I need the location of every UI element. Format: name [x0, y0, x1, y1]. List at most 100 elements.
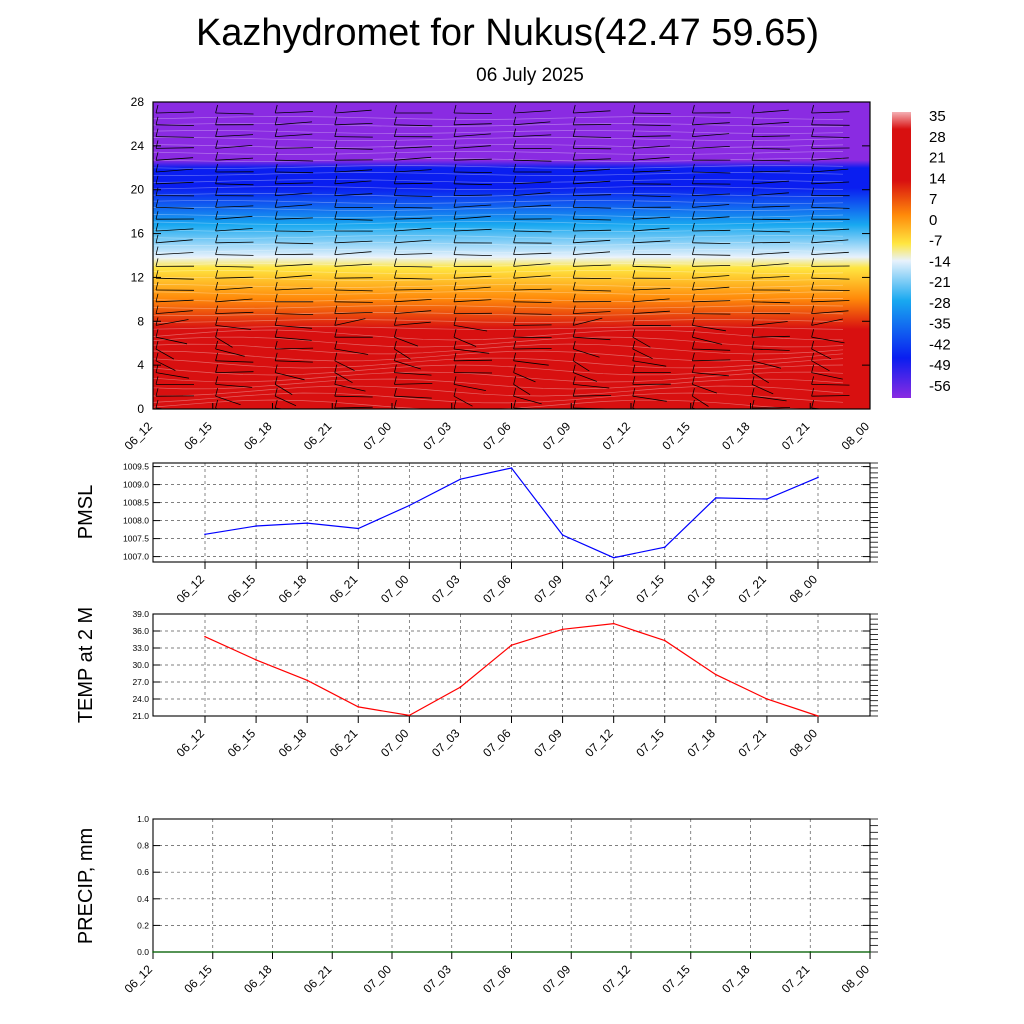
wind-barb-flag [453, 293, 457, 302]
y-tick-label: 1009.0 [123, 480, 149, 490]
wind-barb-flag [572, 234, 576, 243]
x-tick-label: 06_12 [122, 962, 156, 996]
wind-barb-flag [394, 340, 397, 350]
wind-barb [751, 276, 790, 279]
wind-barb-flag [155, 329, 159, 338]
chart-subtitle: 06 July 2025 [476, 65, 584, 86]
data-point [664, 639, 666, 642]
wind-barb-flag [513, 199, 516, 208]
wind-barb [513, 252, 552, 255]
wind-barb-flag [572, 258, 576, 267]
x-tick-label: 07_12 [600, 419, 634, 453]
wind-barb [453, 145, 491, 149]
wind-barb [632, 288, 671, 291]
wind-barb [155, 207, 194, 209]
wind-barb-flag [394, 116, 397, 125]
data-point [408, 504, 411, 507]
wind-barb-flag [572, 163, 576, 173]
wind-barb-flag [632, 388, 636, 397]
wind-barb-flag [513, 152, 516, 161]
wind-barb-flag [155, 187, 159, 196]
x-tick-label: 06_21 [301, 419, 335, 453]
contour-line [153, 151, 844, 155]
x-tick-label: 07_03 [429, 572, 463, 606]
wind-barb [513, 192, 551, 196]
wind-barb-flag [215, 234, 218, 243]
x-tick-label: 06_21 [327, 726, 361, 760]
wind-barb [394, 156, 432, 161]
wind-barb-flag [274, 270, 278, 279]
x-tick-label: 06_12 [174, 572, 208, 606]
wind-barb-flag [692, 376, 695, 385]
wind-barb [215, 183, 254, 186]
wind-barb-flag [751, 199, 755, 208]
wind-barb [692, 384, 718, 394]
wind-barb [334, 123, 373, 126]
wind-barb-flag [155, 140, 159, 149]
wind-barb-flag [572, 128, 576, 137]
wind-barb-flag [692, 340, 695, 350]
wind-barb [275, 121, 313, 126]
wind-barb-flag [513, 258, 516, 267]
wind-barb-flag [692, 187, 695, 196]
wind-barb-flag [632, 305, 636, 314]
wind-barb [513, 121, 551, 126]
wind-barb [751, 251, 790, 255]
wind-barb-flag [692, 199, 695, 208]
wind-barb [275, 230, 314, 232]
wind-barb-flag [751, 104, 755, 114]
wind-barb-flag [751, 258, 755, 267]
wind-barb-flag [632, 234, 636, 243]
wind-barb [632, 266, 671, 268]
wind-barb-flag [811, 199, 814, 208]
wind-barb-flag [811, 388, 814, 397]
wind-barb-flag [334, 340, 338, 350]
wind-barb [811, 239, 849, 244]
wind-barb [811, 157, 849, 161]
wind-barb [751, 205, 790, 208]
wind-barb-flag [274, 281, 278, 291]
wind-barb-flag [811, 305, 814, 314]
x-tick-label: 07_21 [736, 726, 770, 760]
wind-barb-flag [632, 293, 636, 302]
chart-title: Kazhydromet for Nukus(42.47 59.65) [195, 12, 820, 54]
data-point [561, 628, 564, 631]
wind-barb [692, 146, 730, 149]
wind-barb-flag [632, 152, 636, 161]
wind-barb-flag [632, 163, 636, 173]
wind-barb-flag [513, 128, 516, 137]
wind-barb-flag [692, 399, 695, 409]
wind-barb [513, 181, 552, 185]
wind-barb [275, 217, 313, 220]
wind-barb-flag [871, 365, 873, 373]
wind-barb-flag [751, 222, 755, 232]
wind-barb [513, 395, 542, 405]
wind-barb-flag [513, 305, 516, 314]
wind-barb [155, 239, 193, 244]
x-tick-label: 07_06 [480, 726, 514, 760]
wind-barb-flag [572, 329, 576, 338]
x-tick-label: 07_15 [659, 419, 693, 453]
wind-barb-flag [394, 140, 397, 149]
wind-barb [573, 194, 612, 196]
wind-barb-flag [215, 175, 218, 184]
wind-barb-flag [811, 258, 814, 267]
wind-barb [394, 124, 433, 127]
wind-barb [155, 310, 193, 314]
data-point [690, 951, 692, 953]
x-tick-label: 06_15 [181, 419, 215, 453]
wind-barb-flag [572, 187, 576, 196]
wind-barb [572, 360, 590, 372]
data-point [271, 951, 274, 953]
wind-barb [155, 228, 194, 232]
wind-barb-flag [334, 140, 338, 149]
wind-barb-flag [334, 222, 338, 232]
y-tick-label: 12 [131, 270, 145, 284]
wind-barb [811, 124, 850, 126]
wind-barb-flag [751, 352, 755, 361]
y-tick-label: 1009.5 [123, 462, 149, 472]
wind-barb-flag [572, 281, 576, 291]
wind-barb-flag [692, 211, 695, 220]
wind-barb-flag [572, 104, 576, 114]
wind-barb-flag [513, 352, 516, 361]
